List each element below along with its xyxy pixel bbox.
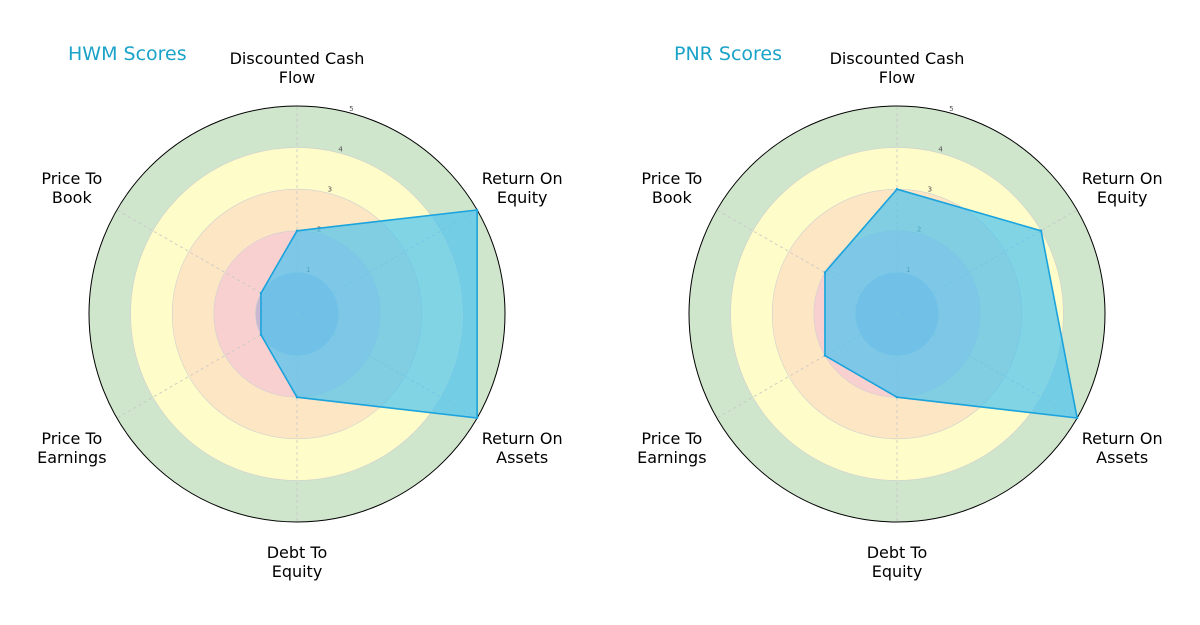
spoke-line bbox=[716, 209, 898, 315]
axis-label-line: Price To bbox=[641, 429, 702, 448]
axis-label-line: Price To bbox=[41, 169, 102, 188]
score-point bbox=[259, 292, 263, 295]
axis-label-line: Assets bbox=[1096, 448, 1148, 467]
score-point bbox=[295, 396, 299, 399]
score-point bbox=[895, 396, 899, 399]
axis-label-line: Book bbox=[52, 188, 93, 207]
radial-tick-label: 4 bbox=[338, 145, 343, 153]
axis-label-line: Discounted Cash bbox=[830, 49, 965, 68]
axis-label: Price To Book bbox=[641, 169, 702, 207]
radial-tick-label: 5 bbox=[949, 105, 953, 113]
outer-border bbox=[688, 105, 1106, 523]
axis-label-line: Flow bbox=[879, 68, 916, 87]
axis-label-line: Equity bbox=[272, 562, 323, 581]
score-point bbox=[823, 271, 827, 274]
axis-label-line: Equity bbox=[872, 562, 923, 581]
axis-label-line: Return On bbox=[1082, 429, 1163, 448]
axis-label-line: Return On bbox=[482, 429, 563, 448]
radial-tick-label: 5 bbox=[349, 105, 353, 113]
score-polygon bbox=[260, 209, 478, 419]
axis-label-line: Equity bbox=[1097, 188, 1148, 207]
score-point bbox=[475, 208, 479, 212]
score-point bbox=[475, 416, 479, 420]
axis-label: Price To Earnings bbox=[37, 429, 106, 467]
axis-label-line: Flow bbox=[279, 68, 316, 87]
axis-label: Return On Assets bbox=[1082, 429, 1163, 467]
axis-label: Return On Equity bbox=[1082, 169, 1163, 207]
radial-tick-label: 4 bbox=[938, 145, 943, 153]
outer-border bbox=[88, 105, 506, 523]
axis-label-line: Return On bbox=[482, 169, 563, 188]
score-point bbox=[823, 354, 827, 357]
axis-label-line: Debt To bbox=[867, 543, 928, 562]
axis-label-line: Equity bbox=[497, 188, 548, 207]
spoke-line bbox=[716, 313, 898, 419]
spoke-line bbox=[116, 209, 298, 315]
axis-label-line: Earnings bbox=[37, 448, 106, 467]
axis-label: Debt To Equity bbox=[867, 543, 928, 581]
axis-label-line: Assets bbox=[496, 448, 548, 467]
axis-label-line: Earnings bbox=[637, 448, 706, 467]
score-point bbox=[895, 188, 899, 191]
score-point bbox=[259, 333, 263, 336]
axis-label: Return On Equity bbox=[482, 169, 563, 207]
chart-title: HWM Scores bbox=[68, 43, 187, 65]
axis-label-line: Price To bbox=[41, 429, 102, 448]
axis-label: Price To Earnings bbox=[637, 429, 706, 467]
chart-title: PNR Scores bbox=[674, 43, 782, 65]
axis-label-line: Book bbox=[652, 188, 693, 207]
spoke-line bbox=[116, 313, 298, 419]
score-point bbox=[1039, 229, 1043, 232]
axis-label: Discounted Cash Flow bbox=[830, 49, 965, 87]
score-point bbox=[1075, 416, 1079, 420]
axis-label-line: Return On bbox=[1082, 169, 1163, 188]
axis-label: Debt To Equity bbox=[267, 543, 328, 581]
axis-label-line: Debt To bbox=[267, 543, 328, 562]
axis-label-line: Discounted Cash bbox=[230, 49, 365, 68]
axis-label: Return On Assets bbox=[482, 429, 563, 467]
grid-ring bbox=[730, 147, 1064, 481]
axis-label: Discounted Cash Flow bbox=[230, 49, 365, 87]
radial-tick-label: 3 bbox=[928, 186, 932, 194]
radial-tick-label: 3 bbox=[328, 186, 332, 194]
axis-label-line: Price To bbox=[641, 169, 702, 188]
score-point bbox=[295, 229, 299, 232]
axis-label: Price To Book bbox=[41, 169, 102, 207]
